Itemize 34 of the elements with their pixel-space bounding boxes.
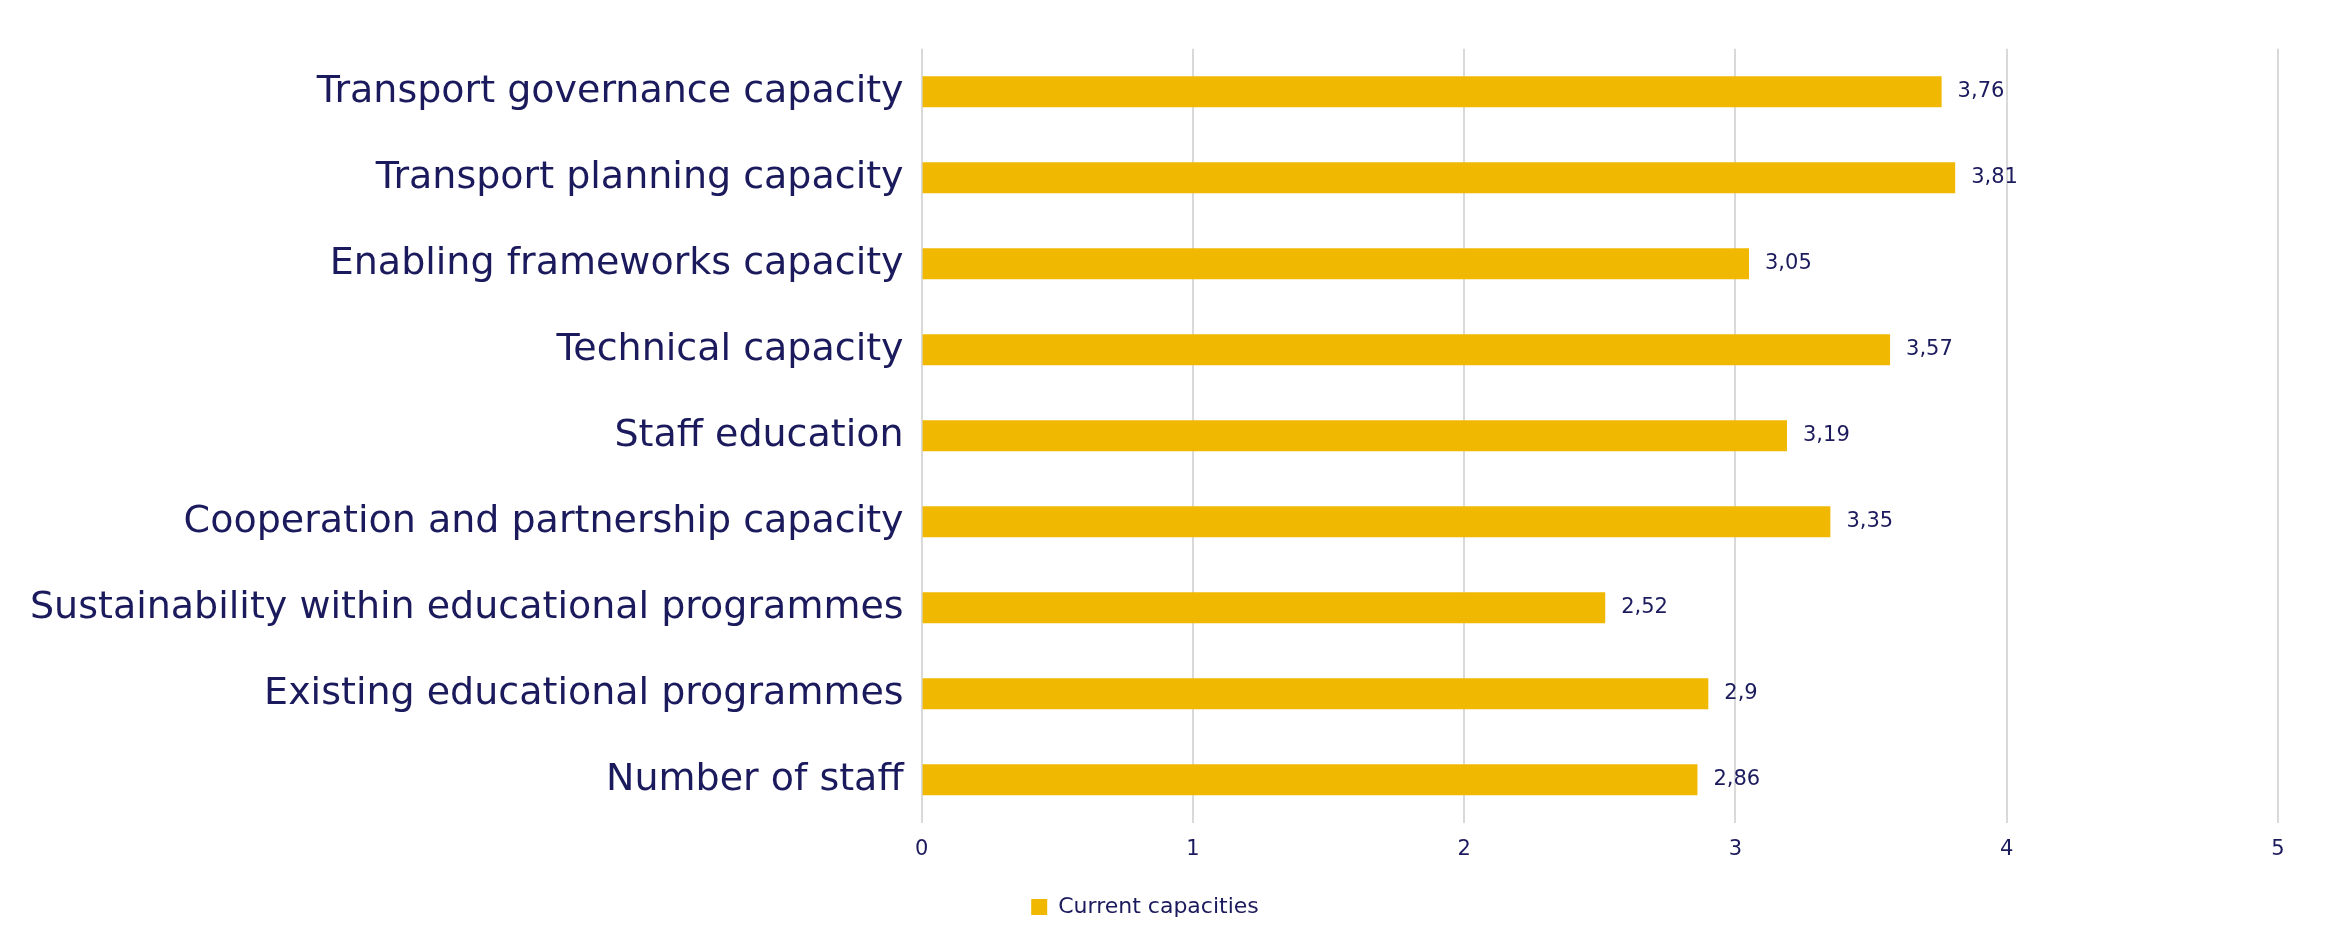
bar [922, 764, 1698, 796]
y-tick-label: Number of staff [605, 754, 905, 799]
y-tick-label: Transport governance capacity [315, 66, 904, 111]
data-label: 2,86 [1713, 766, 1761, 791]
y-tick-label: Technical capacity [555, 324, 904, 369]
y-tick-label: Cooperation and partnership capacity [183, 496, 904, 541]
bar [922, 162, 1956, 194]
data-label: 3,57 [1906, 336, 1953, 361]
data-label: 2,9 [1724, 680, 1758, 705]
y-tick-label: Existing educational programmes [264, 668, 904, 713]
bar [922, 334, 1891, 366]
y-tick-label: Transport planning capacity [374, 152, 904, 197]
x-tick-label: 5 [2271, 835, 2285, 860]
data-label: 2,52 [1621, 594, 1668, 619]
x-tick-label: 4 [2000, 835, 2014, 860]
data-label: 3,19 [1802, 422, 1850, 447]
x-tick-label: 2 [1457, 835, 1471, 860]
x-tick-label: 1 [1186, 835, 1200, 860]
data-label: 3,05 [1765, 250, 1812, 275]
legend-label: Current capacities [1058, 892, 1259, 918]
data-label: 3,76 [1957, 78, 2005, 103]
y-tick-label: Staff education [614, 410, 904, 455]
bar [922, 420, 1787, 452]
x-tick-label: 3 [1728, 835, 1743, 860]
bar [922, 76, 1942, 108]
bar [922, 678, 1709, 710]
data-label: 3,81 [1971, 164, 2018, 189]
data-label: 3,35 [1846, 508, 1894, 533]
x-tick-label: 0 [914, 835, 929, 860]
bar [922, 248, 1749, 280]
bar [922, 592, 1606, 624]
y-tick-label: Enabling frameworks capacity [329, 238, 904, 283]
bar [922, 506, 1831, 538]
y-tick-label: Sustainability within educational programmes [30, 582, 904, 627]
